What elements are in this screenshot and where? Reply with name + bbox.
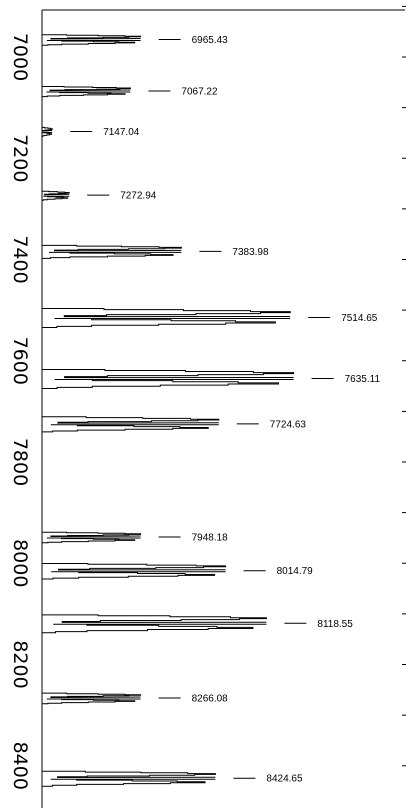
tick-label: 7400 bbox=[9, 235, 31, 283]
tick-label: 8200 bbox=[9, 640, 31, 688]
profile-upper-trace bbox=[42, 369, 295, 379]
profile-upper-trace bbox=[42, 563, 227, 571]
profile-lower-trace bbox=[42, 424, 219, 433]
peak-label: 8424.65 bbox=[266, 774, 303, 785]
profile-upper-trace bbox=[42, 244, 182, 252]
profile-upper-trace bbox=[42, 416, 220, 424]
profile-upper-trace bbox=[42, 86, 131, 92]
peak-label: 7514.65 bbox=[341, 313, 378, 324]
axis-tick-labels: 7000 7200 7400 7600 7800 8000 8200 8400 bbox=[9, 33, 31, 790]
profile-upper-trace bbox=[42, 308, 291, 318]
profile-upper-trace bbox=[42, 770, 216, 779]
peak-label: 8266.08 bbox=[192, 693, 229, 704]
peak-label: 7635.11 bbox=[345, 374, 381, 385]
tick-label: 7000 bbox=[9, 33, 31, 81]
right-axis-ticks bbox=[402, 5, 406, 767]
peak-label: 7724.63 bbox=[270, 419, 307, 430]
profile-lower-trace bbox=[42, 195, 70, 201]
peak-label: 6965.43 bbox=[192, 35, 229, 46]
tick-label: 7800 bbox=[9, 438, 31, 486]
profile-lower-trace bbox=[42, 623, 267, 634]
profile-upper-trace bbox=[42, 190, 70, 196]
profile-lower-trace bbox=[42, 778, 216, 787]
profile-lower-trace bbox=[42, 537, 141, 544]
profile-upper-trace bbox=[42, 126, 53, 132]
tick-label: 8400 bbox=[9, 742, 31, 790]
profile-lower-trace bbox=[42, 379, 294, 389]
peak-labels: 6965.43 7067.22 7147.04 7272.94 7383.98 7514.… bbox=[70, 35, 380, 785]
spectrum-profiles bbox=[42, 34, 295, 787]
tick-label: 8000 bbox=[9, 539, 31, 587]
profile-lower-trace bbox=[42, 40, 141, 46]
peak-label: 7147.04 bbox=[103, 127, 140, 138]
profile-upper-trace bbox=[42, 692, 142, 699]
profile-upper-trace bbox=[42, 614, 267, 623]
profile-upper-trace bbox=[42, 34, 142, 40]
tick-label: 7600 bbox=[9, 337, 31, 385]
peak-label: 7272.94 bbox=[120, 191, 157, 202]
profile-lower-trace bbox=[42, 91, 131, 98]
profile-upper-trace bbox=[42, 531, 142, 538]
profile-lower-trace bbox=[42, 251, 182, 259]
profile-lower-trace bbox=[42, 698, 141, 705]
profile-lower-trace bbox=[42, 131, 53, 137]
profile-lower-trace bbox=[42, 571, 226, 580]
peak-label: 7067.22 bbox=[181, 87, 218, 98]
peak-label: 7383.98 bbox=[232, 247, 269, 258]
profile-lower-trace bbox=[42, 318, 291, 328]
peak-label: 8118.55 bbox=[317, 619, 353, 630]
peak-label: 7948.18 bbox=[192, 533, 229, 544]
tick-label: 7200 bbox=[9, 134, 31, 182]
peak-label: 8014.79 bbox=[277, 566, 314, 577]
